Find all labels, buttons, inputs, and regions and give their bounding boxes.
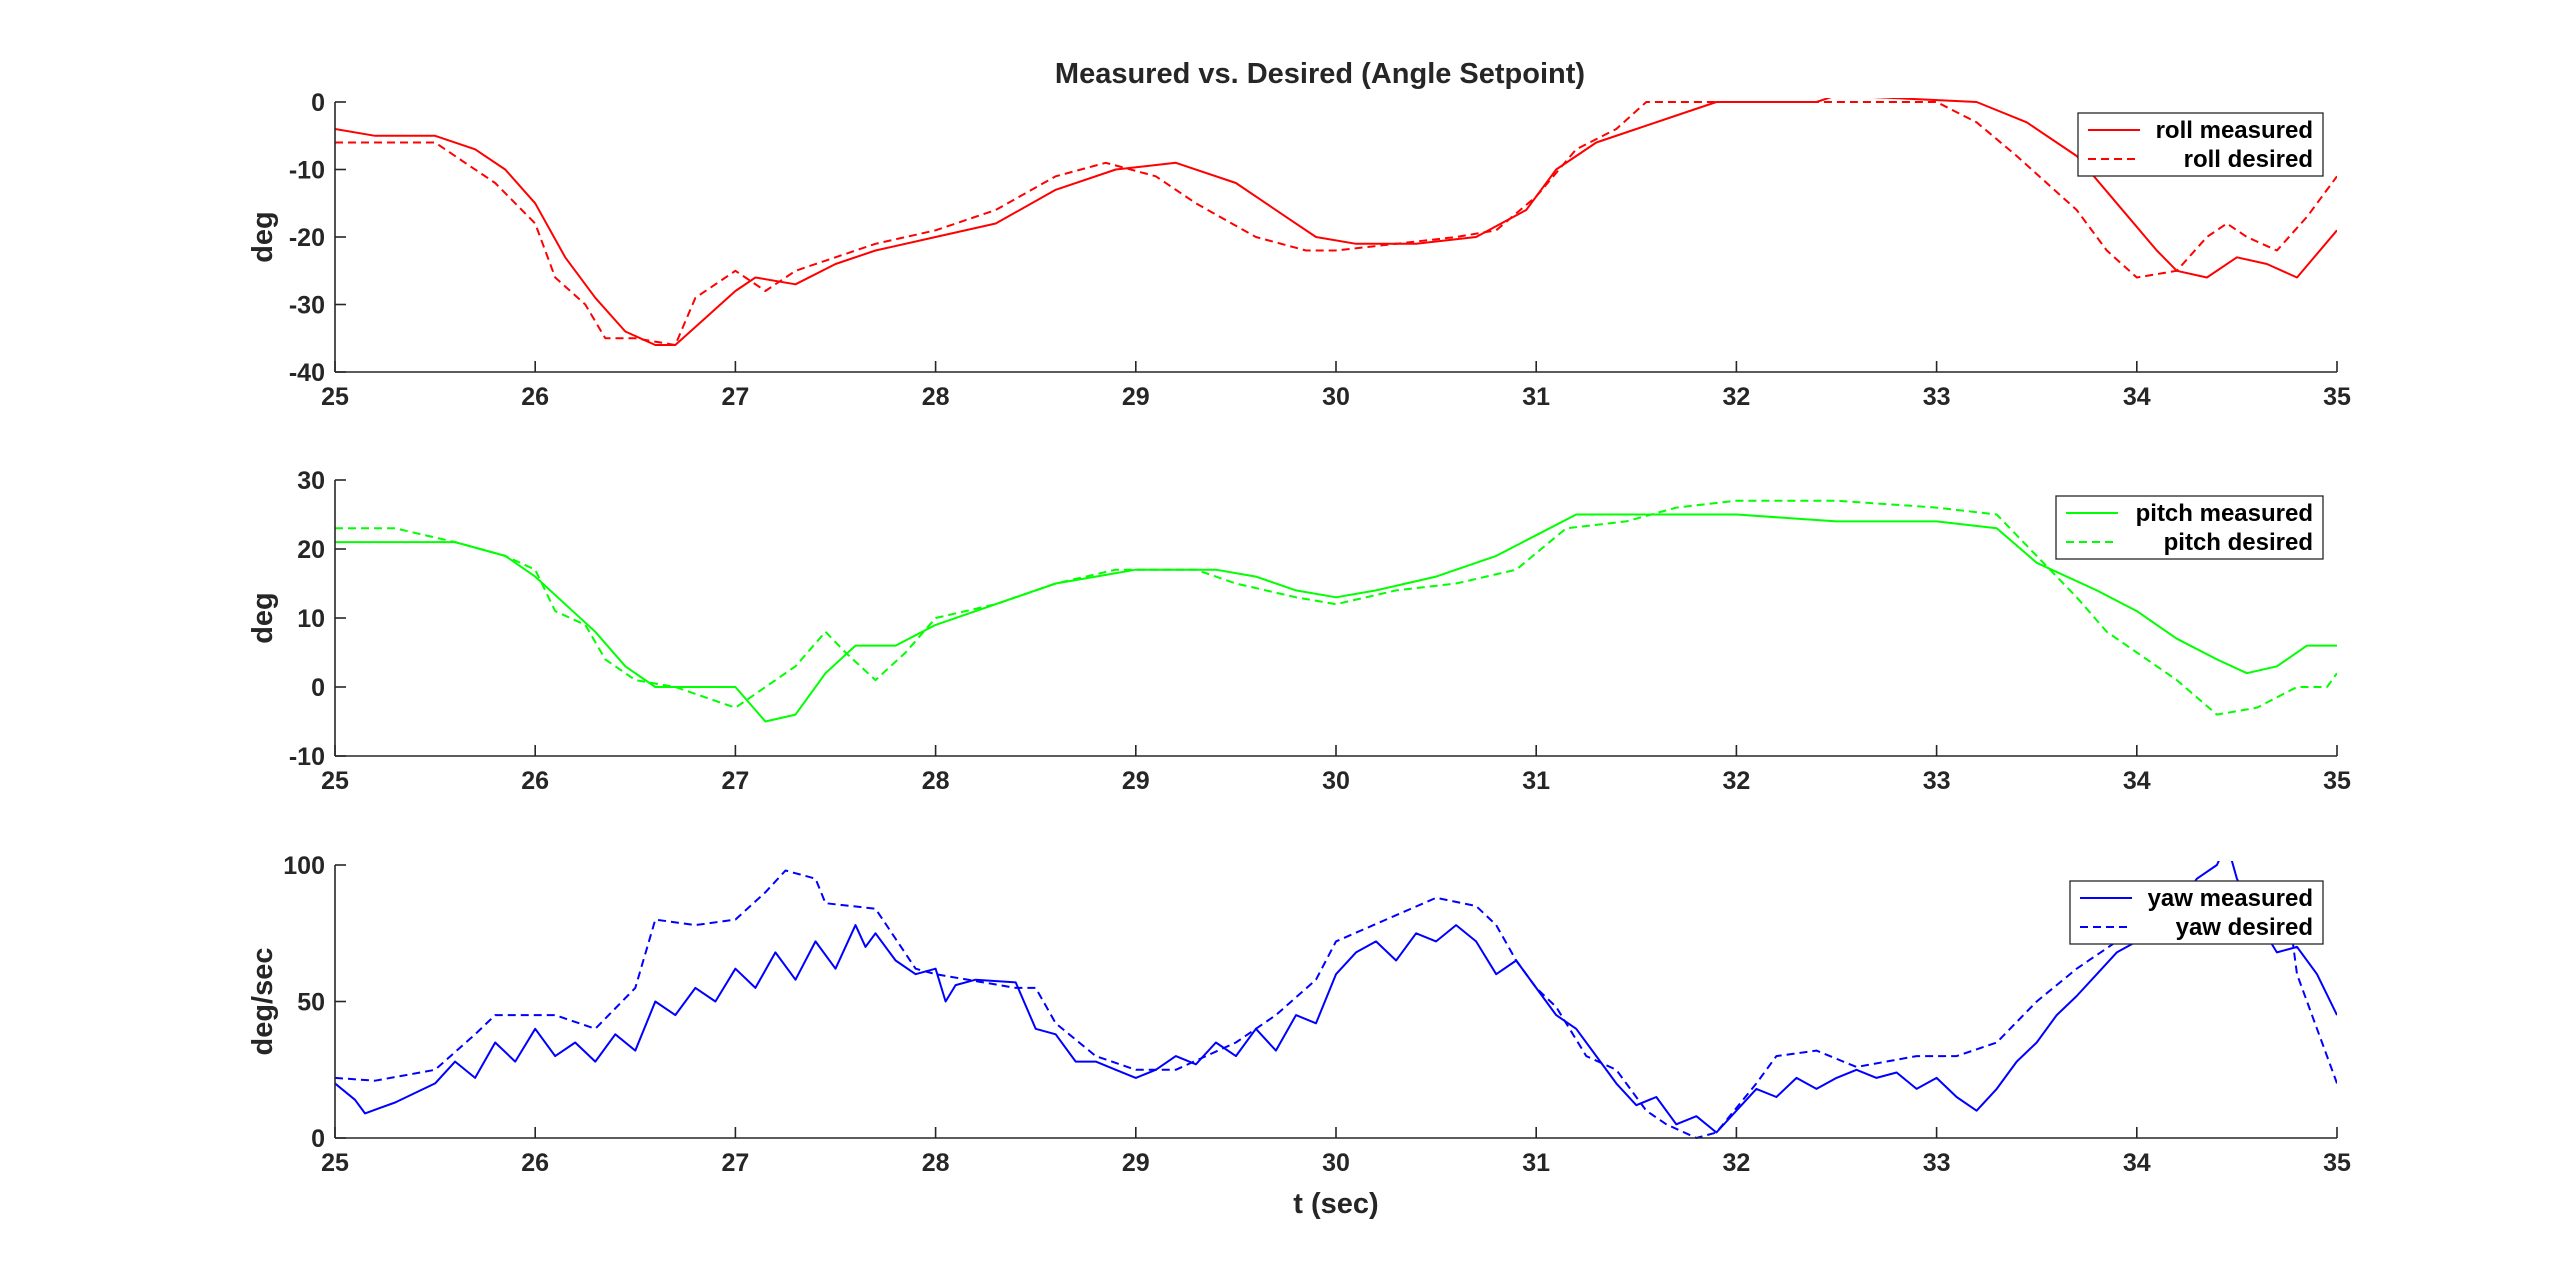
x-axis-label: t (sec) (1293, 1188, 1378, 1220)
x-tick-label: 27 (721, 767, 749, 795)
legend-label: roll measured (2156, 117, 2313, 144)
x-tick-label: 25 (321, 1149, 349, 1177)
x-tick-label: 33 (1923, 383, 1951, 411)
legend-box (2069, 880, 2324, 945)
series-line-yaw-measured (335, 861, 2337, 1134)
x-tick-label: 32 (1722, 383, 1750, 411)
y-tick-label: 0 (311, 1125, 325, 1153)
x-tick-label: 27 (721, 383, 749, 411)
x-tick-label: 28 (922, 767, 950, 795)
x-tick-label: 34 (2123, 767, 2151, 795)
x-tick-label: 26 (521, 383, 549, 411)
x-tick-label: 30 (1322, 1149, 1350, 1177)
legend-label: pitch measured (2136, 500, 2313, 527)
series-group (335, 499, 2337, 723)
x-tick-label: 29 (1122, 383, 1150, 411)
x-tick-label: 30 (1322, 767, 1350, 795)
y-tick-label: -40 (289, 359, 325, 387)
x-tick-label: 34 (2123, 1149, 2151, 1177)
series-line-yaw-desired (335, 869, 2337, 1139)
y-tick-label: -10 (289, 157, 325, 185)
x-tick-label: 32 (1722, 1149, 1750, 1177)
x-tick-label: 28 (922, 383, 950, 411)
series-line-roll-desired (335, 101, 2337, 346)
legend-box (2077, 112, 2324, 177)
x-tick-label: 29 (1122, 1149, 1150, 1177)
y-tick-label: 0 (311, 674, 325, 702)
y-tick-label: -30 (289, 292, 325, 320)
y-tick-label: -10 (289, 743, 325, 771)
legend-label: yaw measured (2148, 885, 2313, 912)
x-tick-label: 35 (2323, 767, 2351, 795)
x-tick-label: 28 (922, 1149, 950, 1177)
x-tick-label: 26 (521, 767, 549, 795)
y-tick-label: 20 (297, 536, 325, 564)
subplot-1: 25 26 27 28 29 30 31 32 33 34 35 -40 -30 -20 -10 0 deg ro… (247, 89, 2351, 411)
x-tick-label: 35 (2323, 1149, 2351, 1177)
y-axis-label: deg/sec (247, 948, 279, 1056)
x-tick-label: 27 (721, 1149, 749, 1177)
x-tick-label: 31 (1522, 767, 1550, 795)
legend-label: pitch desired (2164, 529, 2313, 556)
legend-label: yaw desired (2176, 914, 2313, 941)
legend-box (2055, 495, 2324, 560)
x-tick-label: 33 (1923, 767, 1951, 795)
x-tick-label: 25 (321, 383, 349, 411)
subplots: 25 26 27 28 29 30 31 32 33 34 35 -40 -30 -20 -10 0 deg ro… (247, 89, 2351, 1220)
x-tick-label: 33 (1923, 1149, 1951, 1177)
legend-label: roll desired (2184, 146, 2313, 173)
x-tick-label: 26 (521, 1149, 549, 1177)
y-axis-label: deg (247, 211, 279, 263)
x-tick-label: 31 (1522, 383, 1550, 411)
subplot-2: 25 26 27 28 29 30 31 32 33 34 35 -10 0 10 20 30 deg pitch… (247, 467, 2351, 795)
y-tick-label: 100 (283, 852, 325, 880)
x-tick-label: 25 (321, 767, 349, 795)
series-line-pitch-desired (335, 499, 2337, 716)
series-line-roll-measured (335, 98, 2337, 346)
x-tick-label: 29 (1122, 767, 1150, 795)
y-axis-label: deg (247, 592, 279, 644)
series-line-pitch-measured (335, 513, 2337, 723)
series-group (335, 861, 2337, 1139)
figure-title: Measured vs. Desired (Angle Setpoint) (1055, 58, 1585, 90)
y-tick-label: 30 (297, 467, 325, 495)
subplot-3: 25 26 27 28 29 30 31 32 33 34 35 0 50 100 deg/sec t (se… (247, 852, 2351, 1220)
y-tick-label: -20 (289, 224, 325, 252)
y-tick-label: 50 (297, 989, 325, 1017)
x-tick-label: 30 (1322, 383, 1350, 411)
series-group (335, 98, 2337, 346)
x-tick-label: 32 (1722, 767, 1750, 795)
x-tick-label: 34 (2123, 383, 2151, 411)
y-tick-label: 10 (297, 605, 325, 633)
y-tick-label: 0 (311, 89, 325, 117)
x-tick-label: 31 (1522, 1149, 1550, 1177)
x-tick-label: 35 (2323, 383, 2351, 411)
